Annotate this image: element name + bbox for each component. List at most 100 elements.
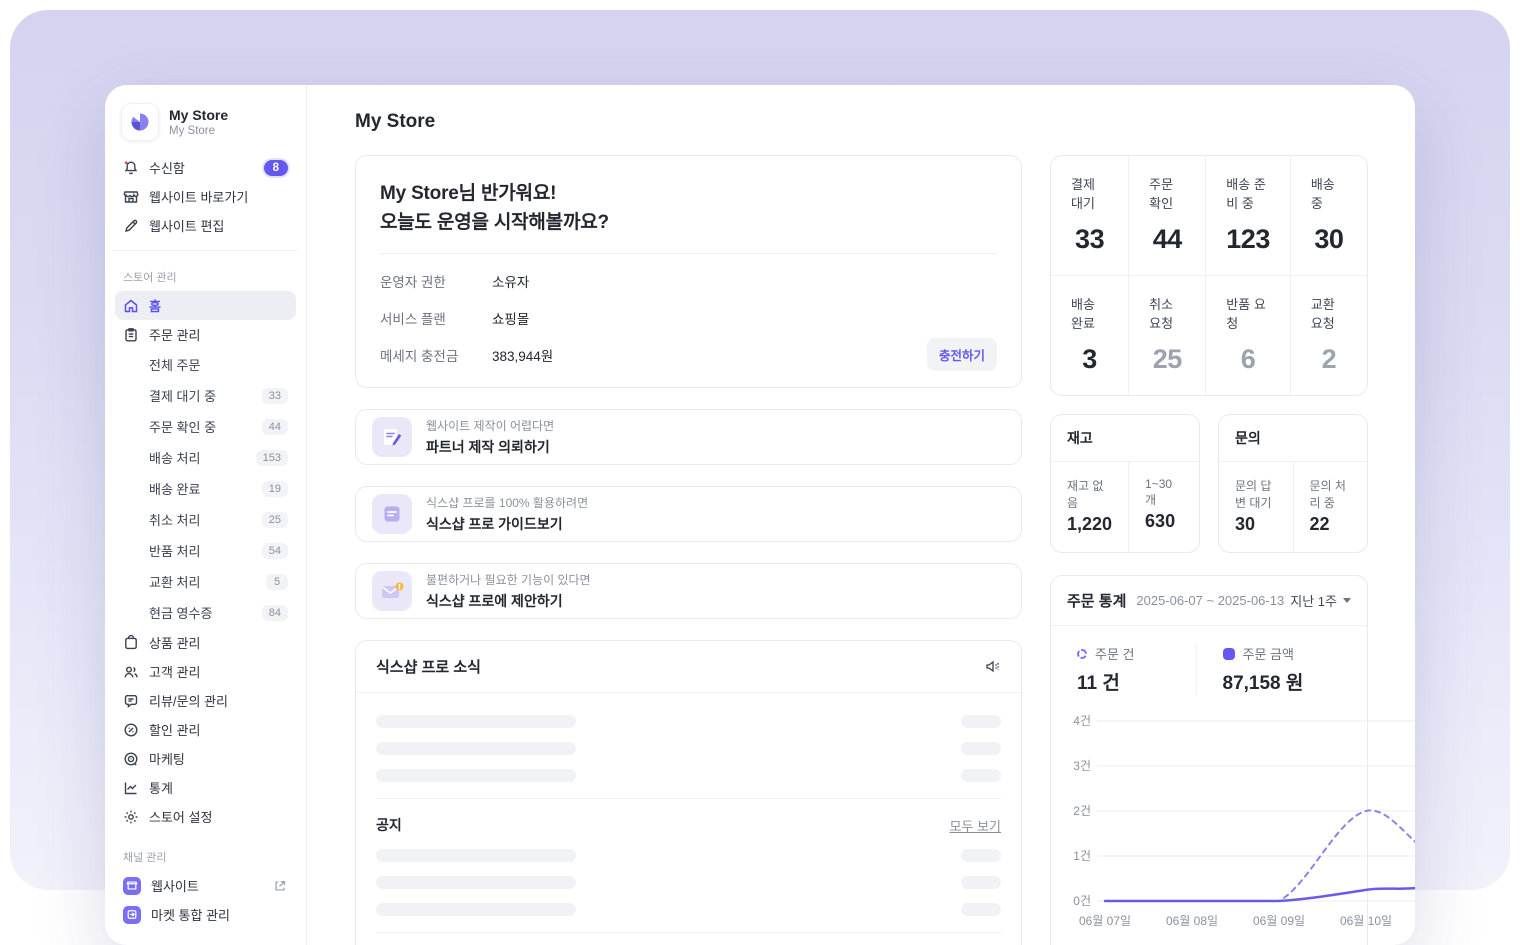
- stats-icon: [123, 780, 139, 796]
- stat-exchange-request[interactable]: 교환 요청 2: [1290, 275, 1367, 395]
- sub-item-label: 결제 대기 중: [149, 386, 262, 405]
- cell-value: 1,220: [1067, 514, 1112, 535]
- notice-see-all-link[interactable]: 모두 보기: [950, 816, 1001, 835]
- sidebar-item-label: 리뷰/문의 관리: [149, 691, 288, 710]
- sidebar-item-order-mgmt[interactable]: 주문 관리: [115, 320, 296, 349]
- sidebar-item-inbox[interactable]: 수신함 8: [115, 153, 296, 182]
- inventory-title: 재고: [1051, 415, 1199, 462]
- sidebar-item-payment-pending[interactable]: 결제 대기 중 33: [115, 380, 296, 411]
- news-skeleton-row: [376, 742, 1001, 755]
- sidebar-item-return-process[interactable]: 반품 처리 54: [115, 535, 296, 566]
- notice-title: 공지: [376, 815, 402, 835]
- stat-value: 33: [1071, 224, 1108, 255]
- sidebar-item-label: 웹사이트 바로가기: [149, 187, 288, 206]
- sidebar-item-label: 마케팅: [149, 749, 288, 768]
- sidebar-item-goto-website[interactable]: 웹사이트 바로가기: [115, 182, 296, 211]
- external-link-icon: [272, 879, 288, 893]
- sidebar-item-shipping-done[interactable]: 배송 완료 19: [115, 473, 296, 504]
- greeting-line2: 오늘도 운영을 시작해볼까요?: [380, 209, 997, 238]
- sidebar-item-store-settings[interactable]: 스토어 설정: [115, 802, 296, 831]
- sidebar-item-label: 통계: [149, 778, 288, 797]
- sidebar-item-discount-mgmt[interactable]: 할인 관리: [115, 715, 296, 744]
- inventory-card: 재고 재고 없음 1,220 1~30개 630: [1050, 414, 1200, 553]
- sidebar-item-market-channel[interactable]: 마켓 통합 관리: [115, 900, 296, 929]
- main-content: My Store 결제 대기 33 주문 확인 44 배송 준비 중 123 배…: [307, 85, 1415, 945]
- sidebar-item-order-confirm[interactable]: 주문 확인 중 44: [115, 411, 296, 442]
- stat-value: 44: [1149, 224, 1185, 255]
- cell-label: 1~30개: [1145, 477, 1183, 508]
- gear-icon: [123, 809, 139, 825]
- stat-value: 123: [1226, 224, 1270, 255]
- sidebar: My Store My Store 수신함 8 웹사이트 바로가기: [105, 85, 307, 945]
- marketing-icon: [123, 751, 139, 767]
- operator-role-row: 운영자 권한 소유자: [380, 262, 997, 299]
- website-tile-icon: [123, 877, 141, 895]
- sidebar-item-customer-mgmt[interactable]: 고객 관리: [115, 657, 296, 686]
- inquiry-title: 문의: [1219, 415, 1367, 462]
- charge-button[interactable]: 충전하기: [927, 338, 997, 371]
- stat-shipping-done[interactable]: 배송 완료 3: [1051, 275, 1128, 395]
- news-skeleton-row: [376, 715, 1001, 728]
- stat-shipping-prep[interactable]: 배송 준비 중 123: [1205, 156, 1290, 275]
- pro-guide-card[interactable]: 식스샵 프로를 100% 활용하려면 식스샵 프로 가이드보기: [355, 486, 1022, 542]
- sidebar-item-statistics[interactable]: 통계: [115, 773, 296, 802]
- sidebar-item-marketing[interactable]: 마케팅: [115, 744, 296, 773]
- sub-item-label: 반품 처리: [149, 541, 262, 560]
- stat-payment-pending[interactable]: 결제 대기 33: [1051, 156, 1128, 275]
- right-panel: My Store님 반가워요! 오늘도 운영을 시작해볼까요? 운영자 권한 소…: [355, 155, 1022, 945]
- inquiry-processing[interactable]: 문의 처리 중 22: [1293, 462, 1368, 552]
- sidebar-item-label: 주문 관리: [149, 325, 288, 344]
- bell-icon: [123, 160, 139, 176]
- store-name: My Store: [169, 107, 228, 123]
- inquiry-waiting[interactable]: 문의 답변 대기 30: [1219, 462, 1293, 552]
- sidebar-item-edit-website[interactable]: 웹사이트 편집: [115, 211, 296, 240]
- sub-item-label: 배송 완료: [149, 479, 262, 498]
- stat-value: 3: [1071, 344, 1108, 375]
- promo-title: 식스샵 프로에 제안하기: [426, 591, 591, 611]
- period-filter-dropdown[interactable]: 지난 1주: [1290, 591, 1351, 610]
- app-window: My Store My Store 수신함 8 웹사이트 바로가기: [105, 85, 1415, 945]
- legend-value: 87,158 원: [1223, 668, 1342, 695]
- sidebar-item-website-channel[interactable]: 웹사이트: [115, 871, 296, 900]
- row-label: 메세지 충전금: [380, 345, 492, 365]
- legend-order-amount: 주문 금액 87,158 원: [1196, 644, 1342, 695]
- sidebar-item-label: 할인 관리: [149, 720, 288, 739]
- sidebar-item-home[interactable]: 홈: [115, 291, 296, 320]
- sidebar-item-review-mgmt[interactable]: 리뷰/문의 관리: [115, 686, 296, 715]
- page-title: My Store: [355, 111, 1368, 133]
- sub-item-label: 취소 처리: [149, 510, 262, 529]
- sidebar-item-label: 마켓 통합 관리: [151, 905, 288, 924]
- stat-return-request[interactable]: 반품 요청 6: [1205, 275, 1290, 395]
- svg-text:06월 07일: 06월 07일: [1079, 914, 1131, 928]
- store-header[interactable]: My Store My Store: [115, 99, 296, 153]
- customers-icon: [123, 664, 139, 680]
- inventory-out-of-stock[interactable]: 재고 없음 1,220: [1051, 462, 1128, 552]
- sidebar-item-shipping-process[interactable]: 배송 처리 153: [115, 442, 296, 473]
- home-icon: [123, 298, 139, 314]
- stat-cancel-request[interactable]: 취소 요청 25: [1128, 275, 1205, 395]
- sidebar-item-product-mgmt[interactable]: 상품 관리: [115, 628, 296, 657]
- sidebar-item-cash-receipt[interactable]: 현금 영수증 84: [115, 597, 296, 628]
- chart-legend: 주문 건 11 건 주문 금액 87,158 원: [1051, 626, 1367, 699]
- suggest-feature-card[interactable]: 불편하거나 필요한 기능이 있다면 식스샵 프로에 제안하기: [355, 563, 1022, 619]
- greeting-card: My Store님 반가워요! 오늘도 운영을 시작해볼까요? 운영자 권한 소…: [355, 155, 1022, 388]
- greeting-line1: My Store님 반가워요!: [380, 180, 997, 209]
- news-skeleton-row: [376, 769, 1001, 782]
- sidebar-item-cancel-process[interactable]: 취소 처리 25: [115, 504, 296, 535]
- stat-order-confirm[interactable]: 주문 확인 44: [1128, 156, 1205, 275]
- sidebar-item-exchange-process[interactable]: 교환 처리 5: [115, 566, 296, 597]
- message-credit-row: 메세지 충전금 383,944원 충전하기: [380, 336, 997, 373]
- sidebar-item-all-orders[interactable]: 전체 주문: [115, 349, 296, 380]
- solid-marker-icon: [1223, 648, 1235, 660]
- store-logo: [121, 103, 159, 141]
- row-value: 소유자: [492, 271, 529, 291]
- row-label: 서비스 플랜: [380, 308, 492, 328]
- notice-skeleton-row: [376, 876, 1001, 889]
- row-value: 383,944원: [492, 345, 553, 365]
- promo-title: 파트너 제작 의뢰하기: [426, 437, 554, 457]
- count-badge: 84: [262, 605, 288, 621]
- stat-shipping[interactable]: 배송 중 30: [1290, 156, 1367, 275]
- cell-label: 재고 없음: [1067, 477, 1112, 511]
- partner-request-card[interactable]: 웹사이트 제작이 어렵다면 파트너 제작 의뢰하기: [355, 409, 1022, 465]
- inventory-low-stock[interactable]: 1~30개 630: [1128, 462, 1199, 552]
